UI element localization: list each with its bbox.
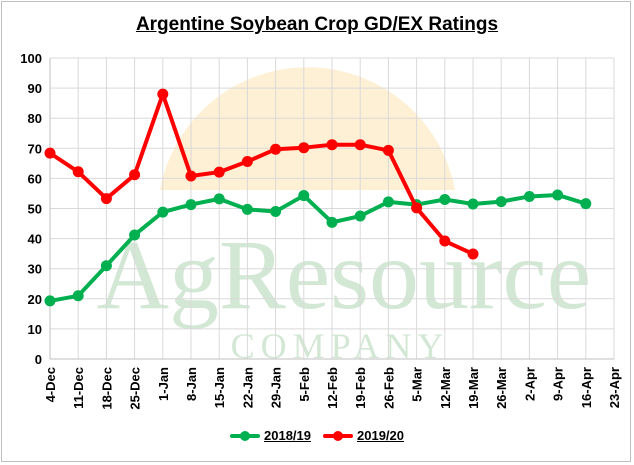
x-tick-label: 19-Mar — [466, 367, 481, 409]
watermark-text-main: AgResource — [97, 219, 591, 330]
chart-title: Argentine Soybean Crop GD/EX Ratings — [135, 14, 499, 35]
y-tick-label: 80 — [28, 111, 42, 126]
data-point — [495, 196, 507, 208]
watermark-sun-icon — [160, 67, 455, 190]
data-point — [185, 170, 197, 182]
legend-label: 2019/20 — [357, 428, 404, 443]
data-point — [270, 143, 282, 155]
y-tick-label: 0 — [35, 352, 42, 367]
x-tick-label: 18-Dec — [99, 367, 114, 410]
x-tick-label: 19-Feb — [353, 367, 368, 409]
data-point — [552, 189, 564, 201]
axes: 0 10 20 30 40 50 60 70 80 90 100 4-Dec 11-Dec 18-Dec 2… — [20, 51, 622, 410]
data-point — [467, 198, 479, 210]
data-point — [100, 193, 112, 205]
data-point — [241, 203, 253, 215]
data-point — [326, 216, 338, 228]
x-tick-label: 1-Jan — [156, 367, 171, 401]
data-point — [241, 156, 253, 168]
data-point — [467, 248, 479, 260]
x-tick-label: 29-Jan — [269, 367, 284, 408]
series-layer — [44, 88, 592, 307]
data-point — [157, 206, 169, 218]
data-point — [382, 144, 394, 156]
y-tick-label: 90 — [28, 81, 42, 96]
data-point — [354, 210, 366, 222]
series-2019-20 — [44, 88, 479, 260]
y-tick-label: 70 — [28, 141, 42, 156]
y-tick-label: 30 — [28, 262, 42, 277]
data-point — [157, 88, 169, 100]
legend-entry: 2018/19 — [230, 428, 311, 443]
x-tick-label: 11-Dec — [71, 367, 86, 409]
legend: 2018/19 2019/20 — [0, 428, 634, 444]
data-point — [439, 193, 451, 205]
data-point — [326, 139, 338, 151]
x-tick-label: 5-Feb — [297, 367, 312, 402]
x-tick-label: 26-Mar — [494, 367, 509, 409]
y-tick-label: 20 — [28, 292, 42, 307]
series-line — [48, 92, 475, 256]
data-point — [213, 166, 225, 178]
y-tick-label: 60 — [28, 171, 42, 186]
x-tick-label: 12-Mar — [438, 367, 453, 409]
data-point — [72, 166, 84, 178]
data-point — [270, 206, 282, 218]
data-point — [72, 290, 84, 302]
x-tick-label: 15-Jan — [212, 367, 227, 408]
x-tick-label: 9-Apr — [551, 367, 566, 401]
y-tick-label: 40 — [28, 232, 42, 247]
x-tick-label: 26-Feb — [381, 367, 396, 409]
y-tick-label: 10 — [28, 322, 42, 337]
x-tick-label: 23-Apr — [607, 367, 622, 408]
data-point — [129, 169, 141, 181]
data-point — [213, 193, 225, 205]
data-point — [382, 196, 394, 208]
legend-swatch-icon — [230, 430, 260, 441]
x-tick-label: 2-Apr — [522, 367, 537, 401]
data-point — [185, 199, 197, 211]
y-tick-label: 100 — [20, 51, 42, 66]
data-point — [298, 142, 310, 154]
x-tick-label: 22-Jan — [240, 367, 255, 408]
y-tick-label: 50 — [28, 202, 42, 217]
data-point — [100, 260, 112, 272]
data-point — [580, 198, 592, 210]
x-tick-label: 4-Dec — [43, 367, 58, 402]
data-point — [298, 190, 310, 202]
x-tick-label: 25-Dec — [128, 367, 143, 410]
data-point — [411, 202, 423, 214]
data-point — [44, 295, 56, 307]
legend-label: 2018/19 — [264, 428, 311, 443]
gridlines — [49, 57, 615, 360]
x-tick-label: 5-Mar — [410, 367, 425, 402]
x-tick-label: 16-Apr — [579, 367, 594, 408]
data-point — [439, 235, 451, 247]
x-tick-label: 8-Jan — [184, 367, 199, 401]
data-point — [354, 139, 366, 151]
data-point — [44, 147, 56, 159]
data-point — [523, 190, 535, 202]
data-point — [129, 229, 141, 241]
legend-swatch-icon — [323, 430, 353, 441]
x-tick-label: 12-Feb — [325, 367, 340, 409]
legend-entry: 2019/20 — [323, 428, 404, 443]
